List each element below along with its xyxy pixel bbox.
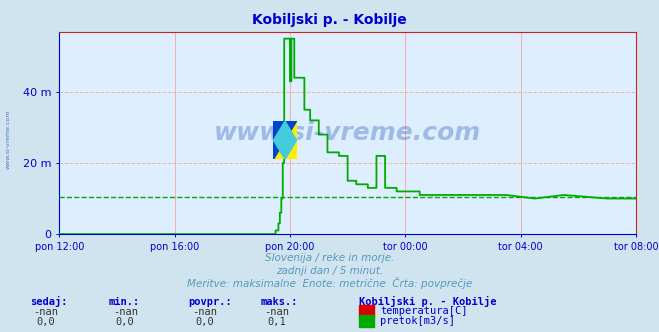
Text: www.si-vreme.com: www.si-vreme.com — [5, 110, 11, 169]
Polygon shape — [273, 121, 297, 159]
Text: 0,0: 0,0 — [37, 317, 55, 327]
Text: pretok[m3/s]: pretok[m3/s] — [380, 316, 455, 326]
Text: -nan: -nan — [34, 307, 59, 317]
Text: www.si-vreme.com: www.si-vreme.com — [214, 121, 481, 145]
Text: Slovenija / reke in morje.: Slovenija / reke in morje. — [265, 253, 394, 263]
Text: Meritve: maksimalne  Enote: metrične  Črta: povprečje: Meritve: maksimalne Enote: metrične Črta… — [186, 277, 473, 289]
Text: -nan: -nan — [264, 307, 289, 317]
Polygon shape — [273, 121, 297, 159]
Text: -nan: -nan — [113, 307, 138, 317]
Text: povpr.:: povpr.: — [188, 297, 231, 307]
Text: zadnji dan / 5 minut.: zadnji dan / 5 minut. — [276, 266, 383, 276]
Text: temperatura[C]: temperatura[C] — [380, 306, 468, 316]
Text: 0,0: 0,0 — [195, 317, 214, 327]
Text: 0,1: 0,1 — [268, 317, 286, 327]
Polygon shape — [273, 121, 297, 159]
Text: Kobiljski p. - Kobilje: Kobiljski p. - Kobilje — [252, 13, 407, 27]
Text: 0,0: 0,0 — [116, 317, 134, 327]
Text: Kobiljski p. - Kobilje: Kobiljski p. - Kobilje — [359, 296, 497, 307]
Text: sedaj:: sedaj: — [30, 296, 67, 307]
Text: maks.:: maks.: — [260, 297, 298, 307]
Text: -nan: -nan — [192, 307, 217, 317]
Text: min.:: min.: — [109, 297, 140, 307]
